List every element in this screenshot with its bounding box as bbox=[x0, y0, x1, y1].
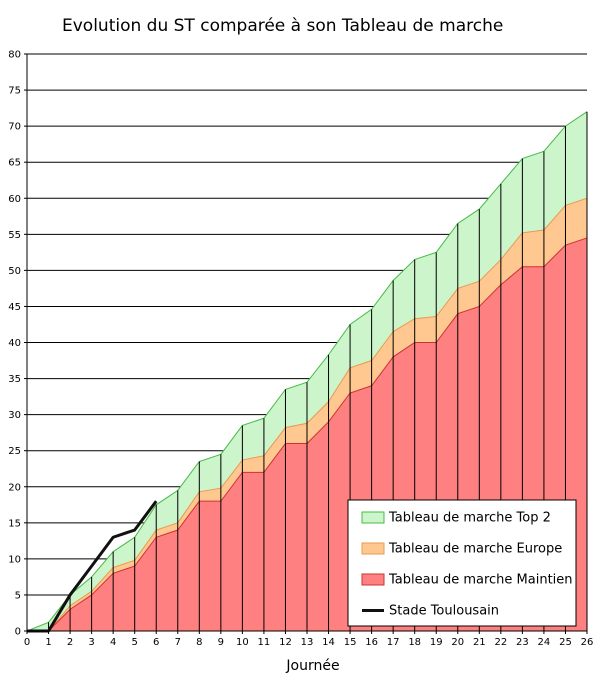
drop-lines bbox=[48, 111, 588, 631]
x-tick-label: 26 bbox=[581, 637, 594, 648]
x-tick-label: 24 bbox=[538, 637, 551, 648]
y-tick-label: 45 bbox=[8, 302, 21, 313]
legend-swatch-tableau-de-marche-europe bbox=[361, 542, 385, 555]
x-tick-label: 20 bbox=[451, 637, 464, 648]
y-tick-label: 80 bbox=[8, 50, 21, 61]
y-tick-label: 75 bbox=[8, 86, 21, 97]
y-tick-label: 25 bbox=[8, 446, 21, 457]
y-tick-label: 65 bbox=[8, 158, 21, 169]
legend-swatch-tableau-de-marche-maintien bbox=[361, 573, 385, 586]
y-tick-label: 20 bbox=[8, 482, 21, 493]
x-tick-label: 7 bbox=[175, 637, 181, 648]
x-tick-label: 16 bbox=[365, 637, 378, 648]
x-tick-label: 10 bbox=[236, 637, 249, 648]
x-tick-label: 21 bbox=[473, 637, 486, 648]
y-tick-labels: 0 5 10 15 20 25 30 35 40 45 50 55 60 65 70 75 80 bbox=[8, 50, 27, 638]
x-axis-label: Journée bbox=[285, 658, 339, 674]
y-tick-label: 5 bbox=[15, 590, 21, 601]
y-tick-label: 70 bbox=[8, 122, 21, 133]
x-tick-label: 25 bbox=[559, 637, 572, 648]
x-tick-label: 12 bbox=[279, 637, 292, 648]
x-tick-label: 17 bbox=[387, 637, 400, 648]
y-tick-label: 35 bbox=[8, 374, 21, 385]
y-tick-label: 40 bbox=[8, 338, 21, 349]
x-tick-label: 11 bbox=[258, 637, 271, 648]
y-tick-label: 0 bbox=[15, 627, 21, 638]
x-tick-label: 2 bbox=[67, 637, 73, 648]
legend-swatch-tableau-de-marche-top-2 bbox=[361, 511, 385, 524]
y-tick-label: 15 bbox=[8, 518, 21, 529]
x-tick-label: 9 bbox=[218, 637, 224, 648]
x-tick-label: 19 bbox=[430, 637, 443, 648]
x-tick-label: 18 bbox=[408, 637, 421, 648]
x-tick-label: 8 bbox=[196, 637, 202, 648]
legend-box bbox=[347, 499, 577, 627]
x-tick-labels: 0 1 2 3 4 5 6 7 8 9 10 11 12 13 14 15 16 17 18 19 20 21 22 23 24… bbox=[24, 631, 594, 648]
y-tick-label: 60 bbox=[8, 194, 21, 205]
x-tick-label: 13 bbox=[301, 637, 314, 648]
legend-label-tableau-de-marche-europe: Tableau de marche Europe bbox=[388, 542, 562, 557]
y-tick-label: 30 bbox=[8, 410, 21, 421]
legend-label-tableau-de-marche-maintien: Tableau de marche Maintien bbox=[388, 573, 573, 588]
legend-label-stade-toulousain: Stade Toulousain bbox=[389, 604, 499, 619]
legend: Tableau de marche Top 2 Tableau de marche… bbox=[347, 499, 577, 627]
y-tick-label: 55 bbox=[8, 230, 21, 241]
x-tick-label: 5 bbox=[132, 637, 138, 648]
legend-label-tableau-de-marche-top-2: Tableau de marche Top 2 bbox=[388, 511, 551, 526]
x-tick-label: 4 bbox=[110, 637, 116, 648]
x-tick-label: 3 bbox=[88, 637, 94, 648]
x-tick-label: 23 bbox=[516, 637, 529, 648]
y-tick-label: 10 bbox=[8, 554, 21, 565]
x-tick-label: 15 bbox=[344, 637, 357, 648]
x-tick-label: 22 bbox=[494, 637, 507, 648]
chart-title: Evolution du ST comparée à son Tableau d… bbox=[62, 16, 503, 36]
x-tick-label: 6 bbox=[153, 637, 159, 648]
y-tick-label: 50 bbox=[8, 266, 21, 277]
x-tick-label: 0 bbox=[24, 637, 30, 648]
x-tick-label: 1 bbox=[45, 637, 51, 648]
x-tick-label: 14 bbox=[322, 637, 335, 648]
